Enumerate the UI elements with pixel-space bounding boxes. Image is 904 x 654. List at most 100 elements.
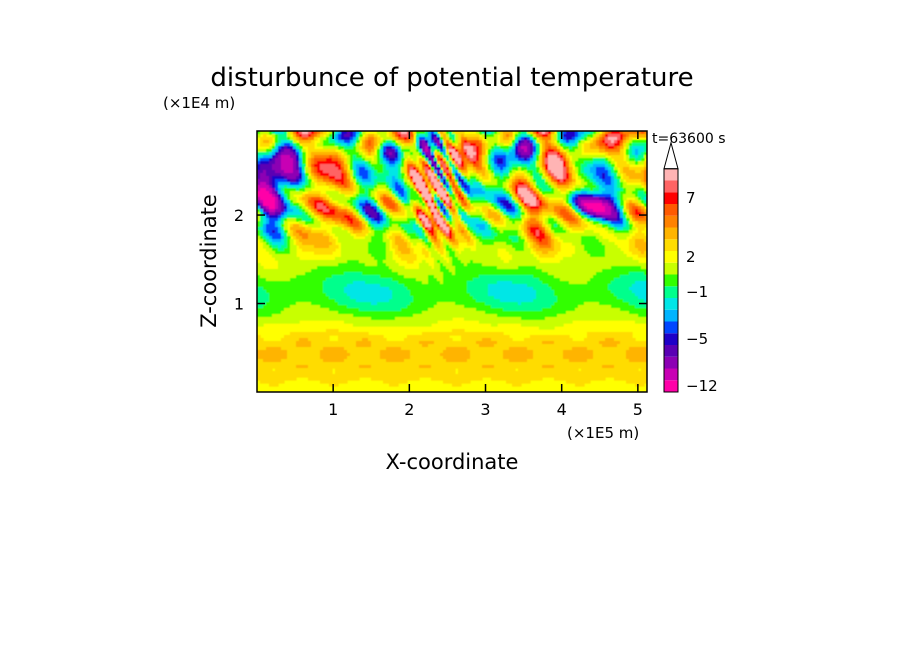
contour-cell [605,146,609,150]
contour-cell [365,206,369,210]
contour-cell [449,158,453,162]
contour-cell [260,176,264,180]
contour-cell [563,188,567,192]
contour-cell [608,131,612,135]
contour-cell [368,170,372,174]
contour-cell [401,167,405,171]
contour-cell [434,179,438,183]
contour-cell [545,143,549,147]
contour-cell [515,167,519,171]
contour-cell [284,161,288,165]
contour-cell [515,149,519,153]
contour-cell [464,140,468,144]
contour-cell [422,164,426,168]
contour-cell [560,209,564,213]
contour-cell [494,191,498,195]
contour-cell [362,203,366,207]
contour-cell [605,164,609,168]
contour-cell [566,164,570,168]
contour-cell [299,131,303,135]
contour-cell [272,131,276,135]
contour-cell [503,209,507,213]
contour-cell [290,137,294,141]
contour-cell [515,182,519,186]
contour-cell [302,137,306,141]
contour-cell [401,203,405,207]
contour-cell [305,143,309,147]
contour-cell [575,215,579,219]
contour-cell [482,176,486,180]
contour-cell [638,206,642,210]
contour-cell [527,191,531,195]
contour-cell [440,194,444,198]
contour-cell [587,188,591,192]
contour-cell [323,161,327,165]
contour-cell [266,140,270,144]
contour-cell [602,161,606,165]
contour-cell [515,203,519,207]
contour-cell [614,158,618,162]
contour-cell [374,143,378,147]
contour-cell [305,218,309,222]
contour-cell [410,134,414,138]
contour-cell [380,161,384,165]
contour-cell [623,209,627,213]
contour-cell [332,185,336,189]
contour-cell [629,188,633,192]
contour-cell [317,212,321,216]
contour-cell [389,155,393,159]
contour-cell [590,209,594,213]
contour-cell [455,131,459,135]
contour-cell [278,188,282,192]
contour-cell [353,200,357,204]
contour-cell [542,212,546,216]
contour-cell [389,158,393,162]
contour-cell [449,137,453,141]
contour-cell [353,170,357,174]
contour-cell [365,209,369,213]
contour-cell [305,137,309,141]
contour-cell [476,164,480,168]
contour-cell [524,185,528,189]
contour-cell [332,203,336,207]
contour-cell [428,203,432,207]
contour-cell [380,194,384,198]
contour-cell [560,161,564,165]
contour-cell [575,152,579,156]
contour-cell [344,203,348,207]
contour-cell [455,146,459,150]
contour-cell [632,209,636,213]
contour-cell [464,194,468,198]
contour-cell [320,164,324,168]
contour-cell [413,176,417,180]
contour-cell [530,155,534,159]
contour-cell [428,155,432,159]
contour-cell [302,143,306,147]
contour-cell [452,173,456,177]
contour-cell [488,170,492,174]
contour-cell [533,146,537,150]
contour-cell [392,170,396,174]
contour-cell [416,167,420,171]
contour-cell [578,200,582,204]
contour-cell [362,161,366,165]
contour-cell [389,197,393,201]
contour-cell [299,149,303,153]
contour-cell [485,176,489,180]
contour-cell [416,188,420,192]
contour-cell [308,134,312,138]
contour-cell [425,254,429,258]
contour-cell [404,200,408,204]
contour-cell [308,176,312,180]
contour-cell [431,215,435,219]
contour-cell [554,182,558,186]
contour-cell [617,191,621,195]
contour-cell [398,155,402,159]
contour-cell [446,179,450,183]
contour-cell [314,170,318,174]
contour-cell [554,155,558,159]
contour-cell [488,188,492,192]
contour-cell [578,155,582,159]
contour-cell [512,215,516,219]
contour-cell [311,197,315,201]
